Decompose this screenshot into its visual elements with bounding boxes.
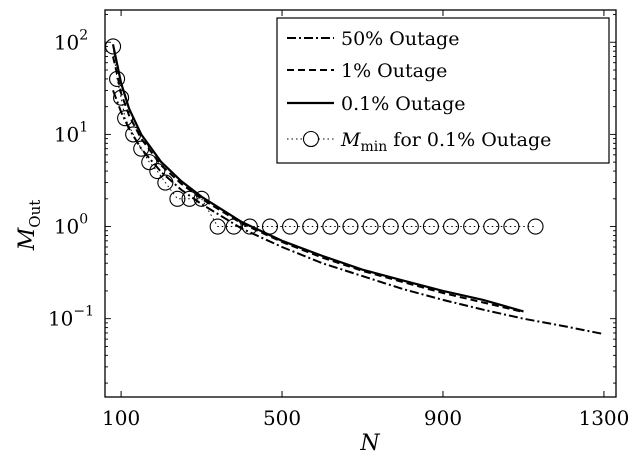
- plot-frame: [104, 9, 617, 398]
- x-tick-label-0: 100: [102, 406, 140, 430]
- x-axis-label: N: [359, 431, 380, 456]
- x-tick-label-3: 1300: [578, 406, 629, 430]
- data-point-circle: [402, 218, 419, 235]
- data-point-circle: [109, 70, 126, 87]
- data-point-circle: [157, 174, 174, 191]
- data-point-circle: [113, 89, 130, 106]
- data-point-circle: [149, 163, 166, 180]
- y-tick-label-2: 100: [54, 212, 88, 239]
- data-point-circle: [181, 190, 198, 207]
- data-point-circle: [527, 218, 544, 235]
- x-tick-label-1: 500: [263, 406, 301, 430]
- data-point-circle: [362, 218, 379, 235]
- data-point-circle: [483, 218, 500, 235]
- series-line-3: [112, 46, 536, 227]
- y-tick-label-1: 101: [54, 119, 88, 146]
- x-tick-label-2: 900: [424, 406, 462, 430]
- ticks-layer: 100 500 900 1300 102 101 100 10−1: [48, 10, 629, 430]
- data-point-circle: [261, 218, 279, 235]
- axis-labels: N MOut: [15, 200, 380, 456]
- y-tick-label-0: 102: [54, 27, 88, 54]
- series-layer: [104, 38, 605, 336]
- data-point-circle: [422, 218, 439, 235]
- data-point-circle: [141, 154, 158, 171]
- data-point-circle: [117, 110, 134, 127]
- data-point-circle: [133, 140, 150, 157]
- data-point-circle: [225, 218, 242, 235]
- data-point-circle: [209, 218, 226, 235]
- data-point-circle: [503, 218, 520, 235]
- data-point-circle: [193, 190, 210, 207]
- series-line-2: [111, 44, 524, 313]
- data-point-circle: [241, 218, 258, 235]
- series-line-0: [112, 90, 605, 336]
- legend-label-2: 0.1% Outage: [341, 93, 466, 115]
- data-point-circle: [463, 218, 480, 235]
- legend-label-0: 50% Outage: [341, 28, 459, 50]
- legend-label-1: 1% Outage: [341, 60, 447, 82]
- data-point-circle: [322, 218, 339, 235]
- legend: 50% Outage 1% Outage 0.1% Outage Mmin for 0…: [276, 17, 610, 164]
- legend-marker: [302, 130, 320, 148]
- data-point-circle: [282, 218, 299, 235]
- data-point-circle: [342, 218, 359, 235]
- data-point-circle: [169, 190, 186, 207]
- data-point-circle: [125, 126, 142, 143]
- data-point-circle: [442, 218, 460, 235]
- y-axis-label-main: M: [15, 227, 40, 251]
- data-point-circle: [302, 218, 319, 235]
- y-axis-label-sub: Out: [26, 200, 44, 228]
- y-axis-label: MOut: [15, 200, 44, 252]
- legend-label-3: Mmin for 0.1% Outage: [340, 129, 551, 155]
- data-point-circle: [382, 218, 399, 235]
- y-tick-label-3: 10−1: [48, 304, 94, 331]
